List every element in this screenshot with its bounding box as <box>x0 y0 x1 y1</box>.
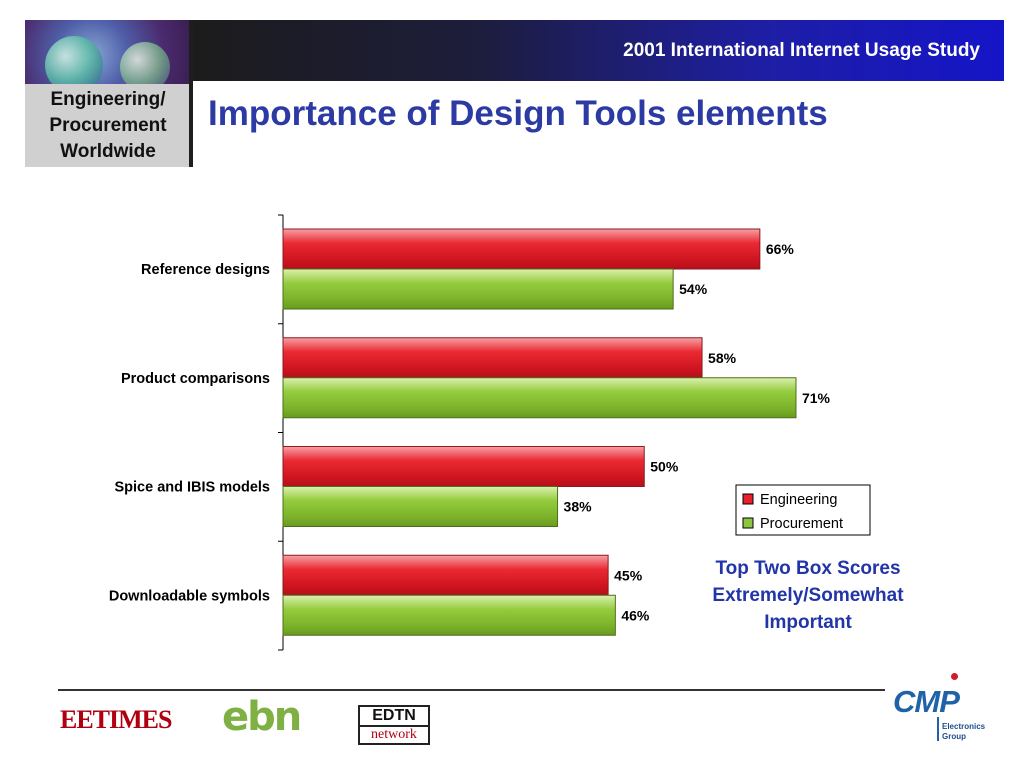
category-label: Downloadable symbols <box>109 588 270 604</box>
data-label: 71% <box>802 390 831 406</box>
logo-label: Engineering/ Procurement Worldwide <box>25 84 191 167</box>
legend-entry: Engineering <box>760 492 837 508</box>
legend-box <box>735 484 871 536</box>
edtn-logo-top: EDTN <box>360 707 428 727</box>
category-label: Reference designs <box>141 262 270 278</box>
category-label: Spice and IBIS models <box>114 480 270 496</box>
study-logo: Engineering/ Procurement Worldwide <box>25 20 191 167</box>
globe-icon <box>25 20 191 84</box>
bar-procurement <box>282 268 674 310</box>
bar-engineering <box>282 228 761 270</box>
data-label: 46% <box>621 607 650 623</box>
bar-procurement <box>282 486 559 527</box>
bar-engineering <box>282 337 703 379</box>
bar-procurement <box>282 594 616 636</box>
page-title: Importance of Design Tools elements <box>208 94 828 133</box>
note-line: Top Two Box Scores <box>715 558 901 579</box>
data-label: 50% <box>650 459 679 475</box>
data-label: 58% <box>708 350 737 366</box>
bar-procurement <box>282 377 797 419</box>
edtn-logo: EDTN network <box>358 705 430 745</box>
legend-swatch-procurement <box>742 517 754 529</box>
eetimes-logo: EETIMES <box>60 705 172 734</box>
data-label: 38% <box>564 499 593 515</box>
logo-divider <box>189 20 193 167</box>
bar-engineering <box>282 446 645 487</box>
note-line: Extremely/Somewhat <box>712 585 904 606</box>
cmp-logo-rule <box>937 717 939 741</box>
bar-engineering <box>282 554 609 596</box>
legend-entry: Procurement <box>760 516 843 532</box>
cmp-logo-dot <box>951 673 958 680</box>
ebn-logo: ebn <box>222 694 302 740</box>
note-line: Important <box>764 612 852 633</box>
data-label: 66% <box>766 241 795 257</box>
header-banner: 2001 International Internet Usage Study <box>193 20 1004 81</box>
data-label: 45% <box>614 567 643 583</box>
footer-divider <box>58 689 885 691</box>
data-label: 54% <box>679 281 708 297</box>
cmp-logo: CMP <box>893 684 960 719</box>
banner-title: 2001 International Internet Usage Study <box>623 40 980 61</box>
category-label: Product comparisons <box>121 371 270 387</box>
cmp-logo-subtitle: Electronics Group <box>942 722 986 741</box>
edtn-logo-bottom: network <box>371 727 417 742</box>
legend-swatch-engineering <box>742 493 754 505</box>
top-two-box-note: Top Two Box Scores Extremely/Somewhat Im… <box>690 555 926 636</box>
